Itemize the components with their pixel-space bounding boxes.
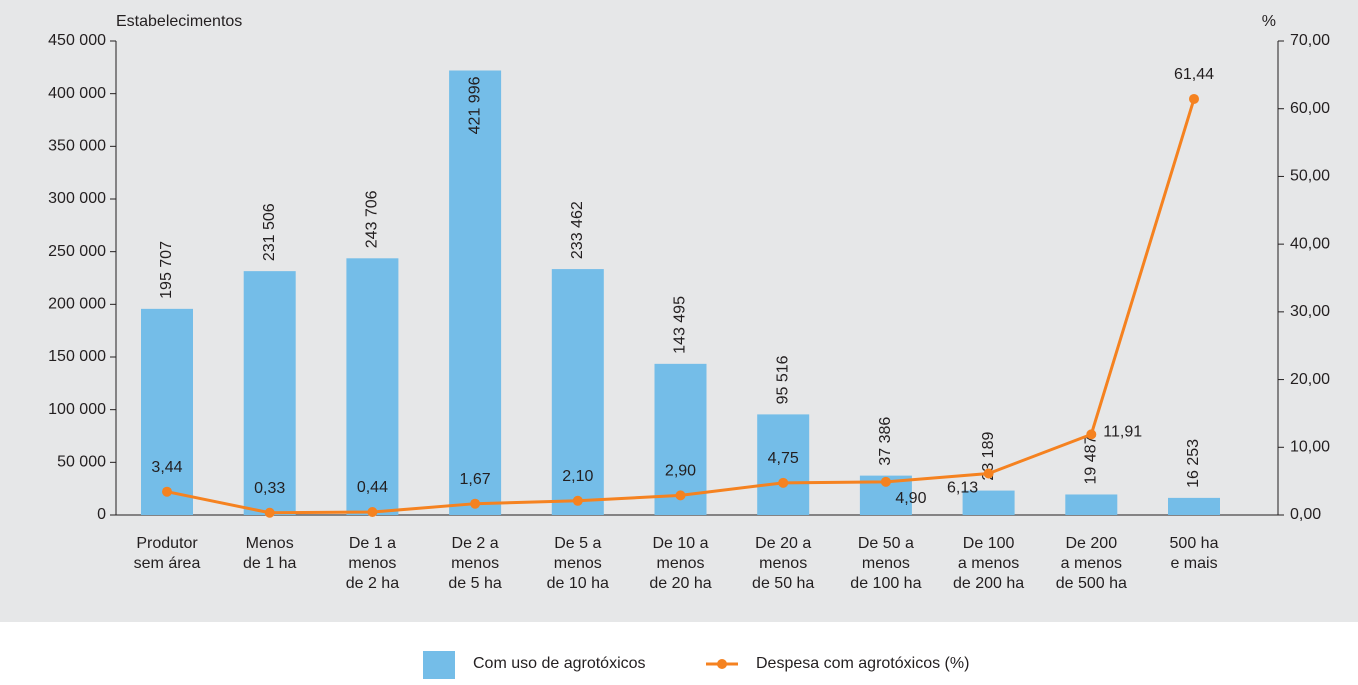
line-value-label: 61,44 bbox=[1174, 66, 1214, 83]
bar-value-label: 143 495 bbox=[672, 296, 689, 354]
bar-value-label: 95 516 bbox=[774, 355, 791, 404]
line-value-label: 3,44 bbox=[151, 459, 182, 476]
line-value-label: 11,91 bbox=[1103, 424, 1142, 441]
y-axis-label: Estabelecimentos bbox=[116, 13, 242, 30]
line-point bbox=[264, 507, 275, 518]
bar bbox=[243, 271, 296, 515]
y2-tick-label: 10,00 bbox=[1290, 439, 1330, 456]
bar-value-label: 23 189 bbox=[980, 432, 997, 481]
bar bbox=[1065, 494, 1118, 515]
x-tick-label: De 1 a menos de 2 ha bbox=[346, 535, 399, 592]
bar-value-label: 195 707 bbox=[158, 241, 175, 299]
y-tick-label: 450 000 bbox=[48, 32, 106, 49]
legend-swatch bbox=[423, 651, 455, 679]
line-point bbox=[470, 498, 481, 509]
y2-tick-label: 0,00 bbox=[1290, 506, 1321, 523]
line-point bbox=[778, 477, 789, 488]
y2-axis-label: % bbox=[1262, 13, 1276, 30]
x-tick-label: Menos de 1 ha bbox=[243, 535, 296, 572]
bar bbox=[141, 308, 193, 515]
legend-label: Com uso de agrotóxicos bbox=[473, 655, 646, 672]
x-tick-label: De 2 a menos de 5 ha bbox=[448, 535, 501, 592]
line-point bbox=[675, 490, 686, 501]
line-value-label: 0,44 bbox=[357, 479, 388, 496]
y2-tick-label: 70,00 bbox=[1290, 32, 1330, 49]
y2-tick-label: 60,00 bbox=[1290, 100, 1330, 117]
line-point bbox=[1189, 93, 1199, 104]
line-value-label: 4,90 bbox=[895, 490, 926, 507]
line-point bbox=[162, 486, 172, 497]
x-tick-label: De 20 a menos de 50 ha bbox=[752, 535, 814, 592]
x-tick-label: De 50 a menos de 100 ha bbox=[850, 535, 921, 592]
bar bbox=[654, 363, 707, 515]
line-value-label: 4,75 bbox=[768, 450, 799, 467]
bar-value-label: 16 253 bbox=[1185, 439, 1202, 488]
bar bbox=[1168, 497, 1220, 515]
bar-value-label: 19 487 bbox=[1083, 435, 1100, 484]
legend-swatch-point bbox=[717, 659, 727, 669]
y-tick-label: 100 000 bbox=[48, 401, 106, 418]
x-tick-label: De 10 a menos de 20 ha bbox=[649, 535, 711, 592]
bar-value-label: 37 386 bbox=[877, 417, 894, 466]
y-tick-label: 0 bbox=[97, 506, 106, 523]
y-tick-label: 200 000 bbox=[48, 296, 106, 313]
chart-background bbox=[0, 0, 1358, 622]
bar-value-label: 231 506 bbox=[261, 203, 278, 261]
legend-label: Despesa com agrotóxicos (%) bbox=[756, 655, 969, 672]
y2-tick-label: 20,00 bbox=[1290, 371, 1330, 388]
bar bbox=[551, 269, 604, 515]
x-tick-label: Produtor sem área bbox=[134, 535, 201, 572]
line-point bbox=[983, 468, 994, 479]
line-point bbox=[367, 507, 378, 518]
bar bbox=[449, 70, 502, 515]
line-value-label: 6,13 bbox=[947, 480, 978, 497]
bar-value-label: 233 462 bbox=[569, 201, 586, 259]
bar-value-label: 421 996 bbox=[466, 76, 483, 134]
y-tick-label: 250 000 bbox=[48, 243, 106, 260]
x-tick-label: De 5 a menos de 10 ha bbox=[547, 535, 609, 592]
y2-tick-label: 40,00 bbox=[1290, 235, 1330, 252]
y2-tick-label: 50,00 bbox=[1290, 168, 1330, 185]
line-point bbox=[880, 476, 891, 487]
bar-value-label: 243 706 bbox=[364, 190, 381, 248]
y-tick-label: 300 000 bbox=[48, 190, 106, 207]
bar bbox=[346, 258, 399, 515]
line-value-label: 1,67 bbox=[460, 471, 491, 488]
x-tick-label: 500 ha e mais bbox=[1170, 535, 1219, 572]
line-point bbox=[572, 495, 583, 506]
y2-tick-label: 30,00 bbox=[1290, 303, 1330, 320]
y-tick-label: 400 000 bbox=[48, 85, 106, 102]
bar bbox=[757, 414, 810, 515]
x-tick-label: De 200 a menos de 500 ha bbox=[1056, 535, 1127, 592]
y-tick-label: 350 000 bbox=[48, 138, 106, 155]
x-tick-label: De 100 a menos de 200 ha bbox=[953, 535, 1024, 592]
line-value-label: 2,10 bbox=[562, 468, 593, 485]
y-tick-label: 50 000 bbox=[57, 454, 106, 471]
line-value-label: 2,90 bbox=[665, 463, 696, 480]
bar bbox=[962, 490, 1015, 515]
y-tick-label: 150 000 bbox=[48, 348, 106, 365]
line-value-label: 0,33 bbox=[254, 480, 285, 497]
line-point bbox=[1086, 429, 1097, 440]
